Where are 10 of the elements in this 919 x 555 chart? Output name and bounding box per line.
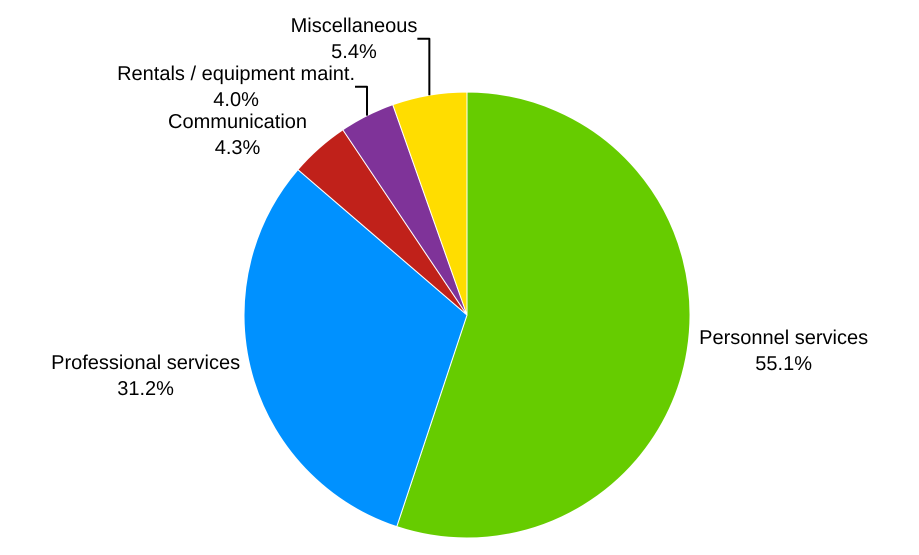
data-label: 4.0% (213, 88, 260, 111)
slice-label: Miscellaneous (290, 14, 418, 37)
data-label: 5.4% (331, 40, 377, 63)
slice-label: Professional services (51, 352, 240, 374)
slice-label: Rentals / equipment maint. (117, 62, 356, 85)
data-label: 31.2% (117, 378, 174, 400)
data-label: 55.1% (755, 353, 812, 376)
data-label: 4.3% (214, 136, 261, 159)
slice-label: Communication (168, 110, 308, 133)
slice-label: Personnel services (699, 327, 868, 350)
